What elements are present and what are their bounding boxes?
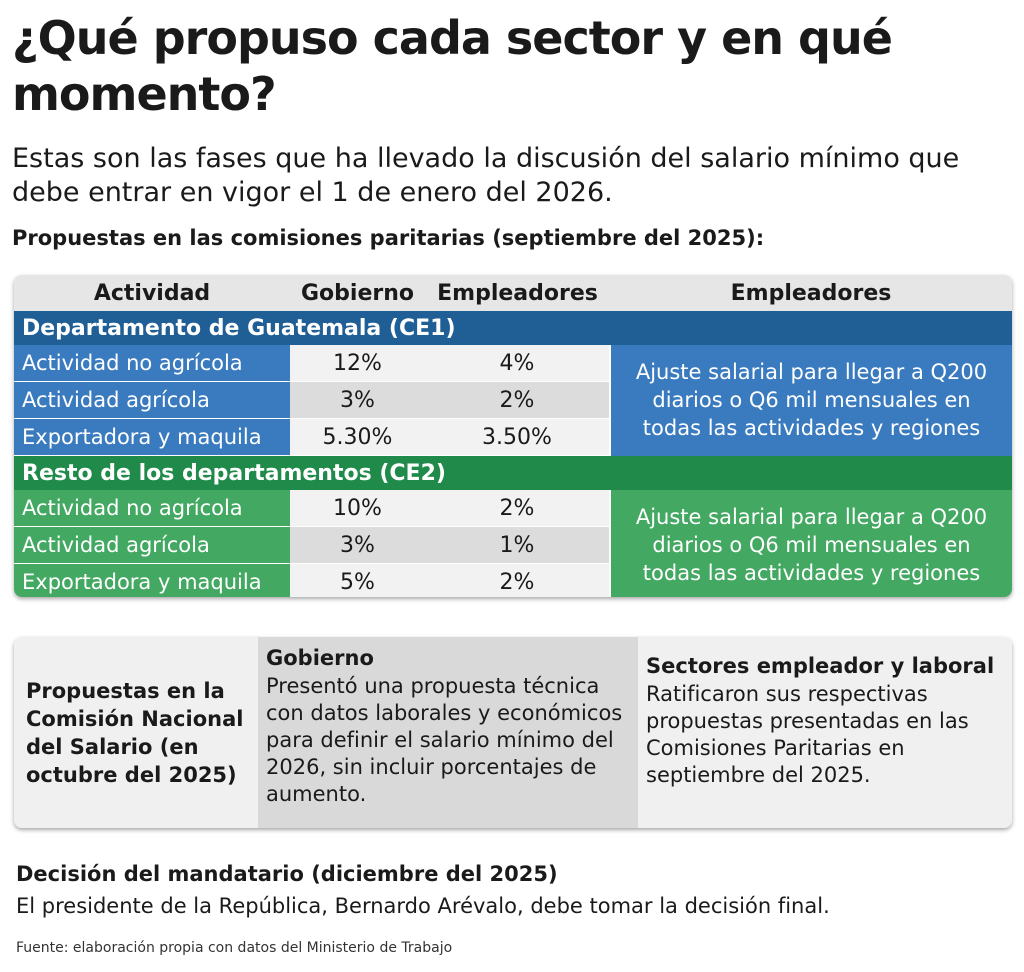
header-cell: Actividad <box>14 275 290 311</box>
header-row: Actividad Gobierno Empleadores Empleadores <box>14 275 1012 311</box>
decision-text: El presidente de la República, Bernardo … <box>16 894 830 918</box>
activity-cell: Actividad no agrícola <box>14 345 290 382</box>
emp-cell: 2% <box>425 381 610 419</box>
activity-cell: Exportadora y maquila <box>14 563 290 597</box>
title: ¿Qué propuso cada sector y en qué moment… <box>12 11 893 121</box>
emp-cell: 1% <box>425 526 610 564</box>
note-cell: Ajuste salarial para llegar a Q200 diari… <box>609 345 1012 456</box>
gov-cell: 10% <box>290 490 425 527</box>
data-row: Actividad no agrícola 10% 2% Ajuste salaria… <box>14 490 1012 597</box>
activity-cell: Actividad agrícola <box>14 526 290 564</box>
gov-cell: Gobierno Presentó una propuesta técnica … <box>258 637 638 828</box>
proposals-table: Actividad Gobierno Empleadores Empleadores D… <box>14 275 1012 597</box>
commission-label: Propuestas en la Comisión Nacional del S… <box>14 637 258 828</box>
subtitle: Estas son las fases que ha llevado la di… <box>12 143 960 208</box>
data-row: Exportadora y maquila 5.30% 3.50% <box>14 418 1012 456</box>
note-cell: Ajuste salarial para llegar a Q200 diari… <box>609 490 1012 597</box>
gov-cell: 3% <box>290 526 425 564</box>
sectors-title: Sectores empleador y laboral <box>646 654 995 678</box>
emp-cell: 4% <box>425 345 610 382</box>
sectors-text: Ratificaron sus respectivas propuestas p… <box>646 682 969 787</box>
header-cell: Gobierno <box>290 275 425 311</box>
group-row: Resto de los departamentos (CE2) <box>14 455 1012 490</box>
activity-cell: Actividad no agrícola <box>14 490 290 527</box>
gov-title: Gobierno <box>266 646 374 670</box>
data-row: Actividad agrícola 3% 1% <box>14 526 1012 564</box>
data-row: Exportadora y maquila 5% 2% <box>14 563 1012 597</box>
source: Fuente: elaboración propia con datos del… <box>16 940 453 956</box>
gov-text: Presentó una propuesta técnica con datos… <box>266 674 623 806</box>
emp-cell: 3.50% <box>425 418 610 456</box>
group-title: Resto de los departamentos (CE2) <box>14 455 1012 490</box>
gov-cell: 5.30% <box>290 418 425 456</box>
sectors-cell: Sectores empleador y laboral Ratificaron… <box>638 637 1012 828</box>
table-box: Actividad Gobierno Empleadores Empleadores D… <box>14 275 1012 597</box>
data-row: Actividad no agrícola 12% 4% Ajuste salaria… <box>14 345 1012 456</box>
header-cell: Empleadores <box>425 275 610 311</box>
data-row: Actividad agrícola 3% 2% <box>14 381 1012 419</box>
gov-cell: 3% <box>290 381 425 419</box>
group-title: Departamento de Guatemala (CE1) <box>14 311 1012 345</box>
section-heading: Propuestas en las comisiones paritarias … <box>12 226 765 250</box>
gov-cell: 5% <box>290 563 425 597</box>
emp-cell: 2% <box>425 563 610 597</box>
emp-cell: 2% <box>425 490 610 527</box>
decision-title: Decisión del mandatario (diciembre del 2… <box>16 862 558 886</box>
header-cell: Empleadores <box>610 275 1012 311</box>
gov-cell: 12% <box>290 345 425 382</box>
group-row: Departamento de Guatemala (CE1) <box>14 311 1012 345</box>
activity-cell: Exportadora y maquila <box>14 418 290 456</box>
activity-cell: Actividad agrícola <box>14 381 290 419</box>
commission-box: Propuestas en la Comisión Nacional del S… <box>14 637 1012 828</box>
